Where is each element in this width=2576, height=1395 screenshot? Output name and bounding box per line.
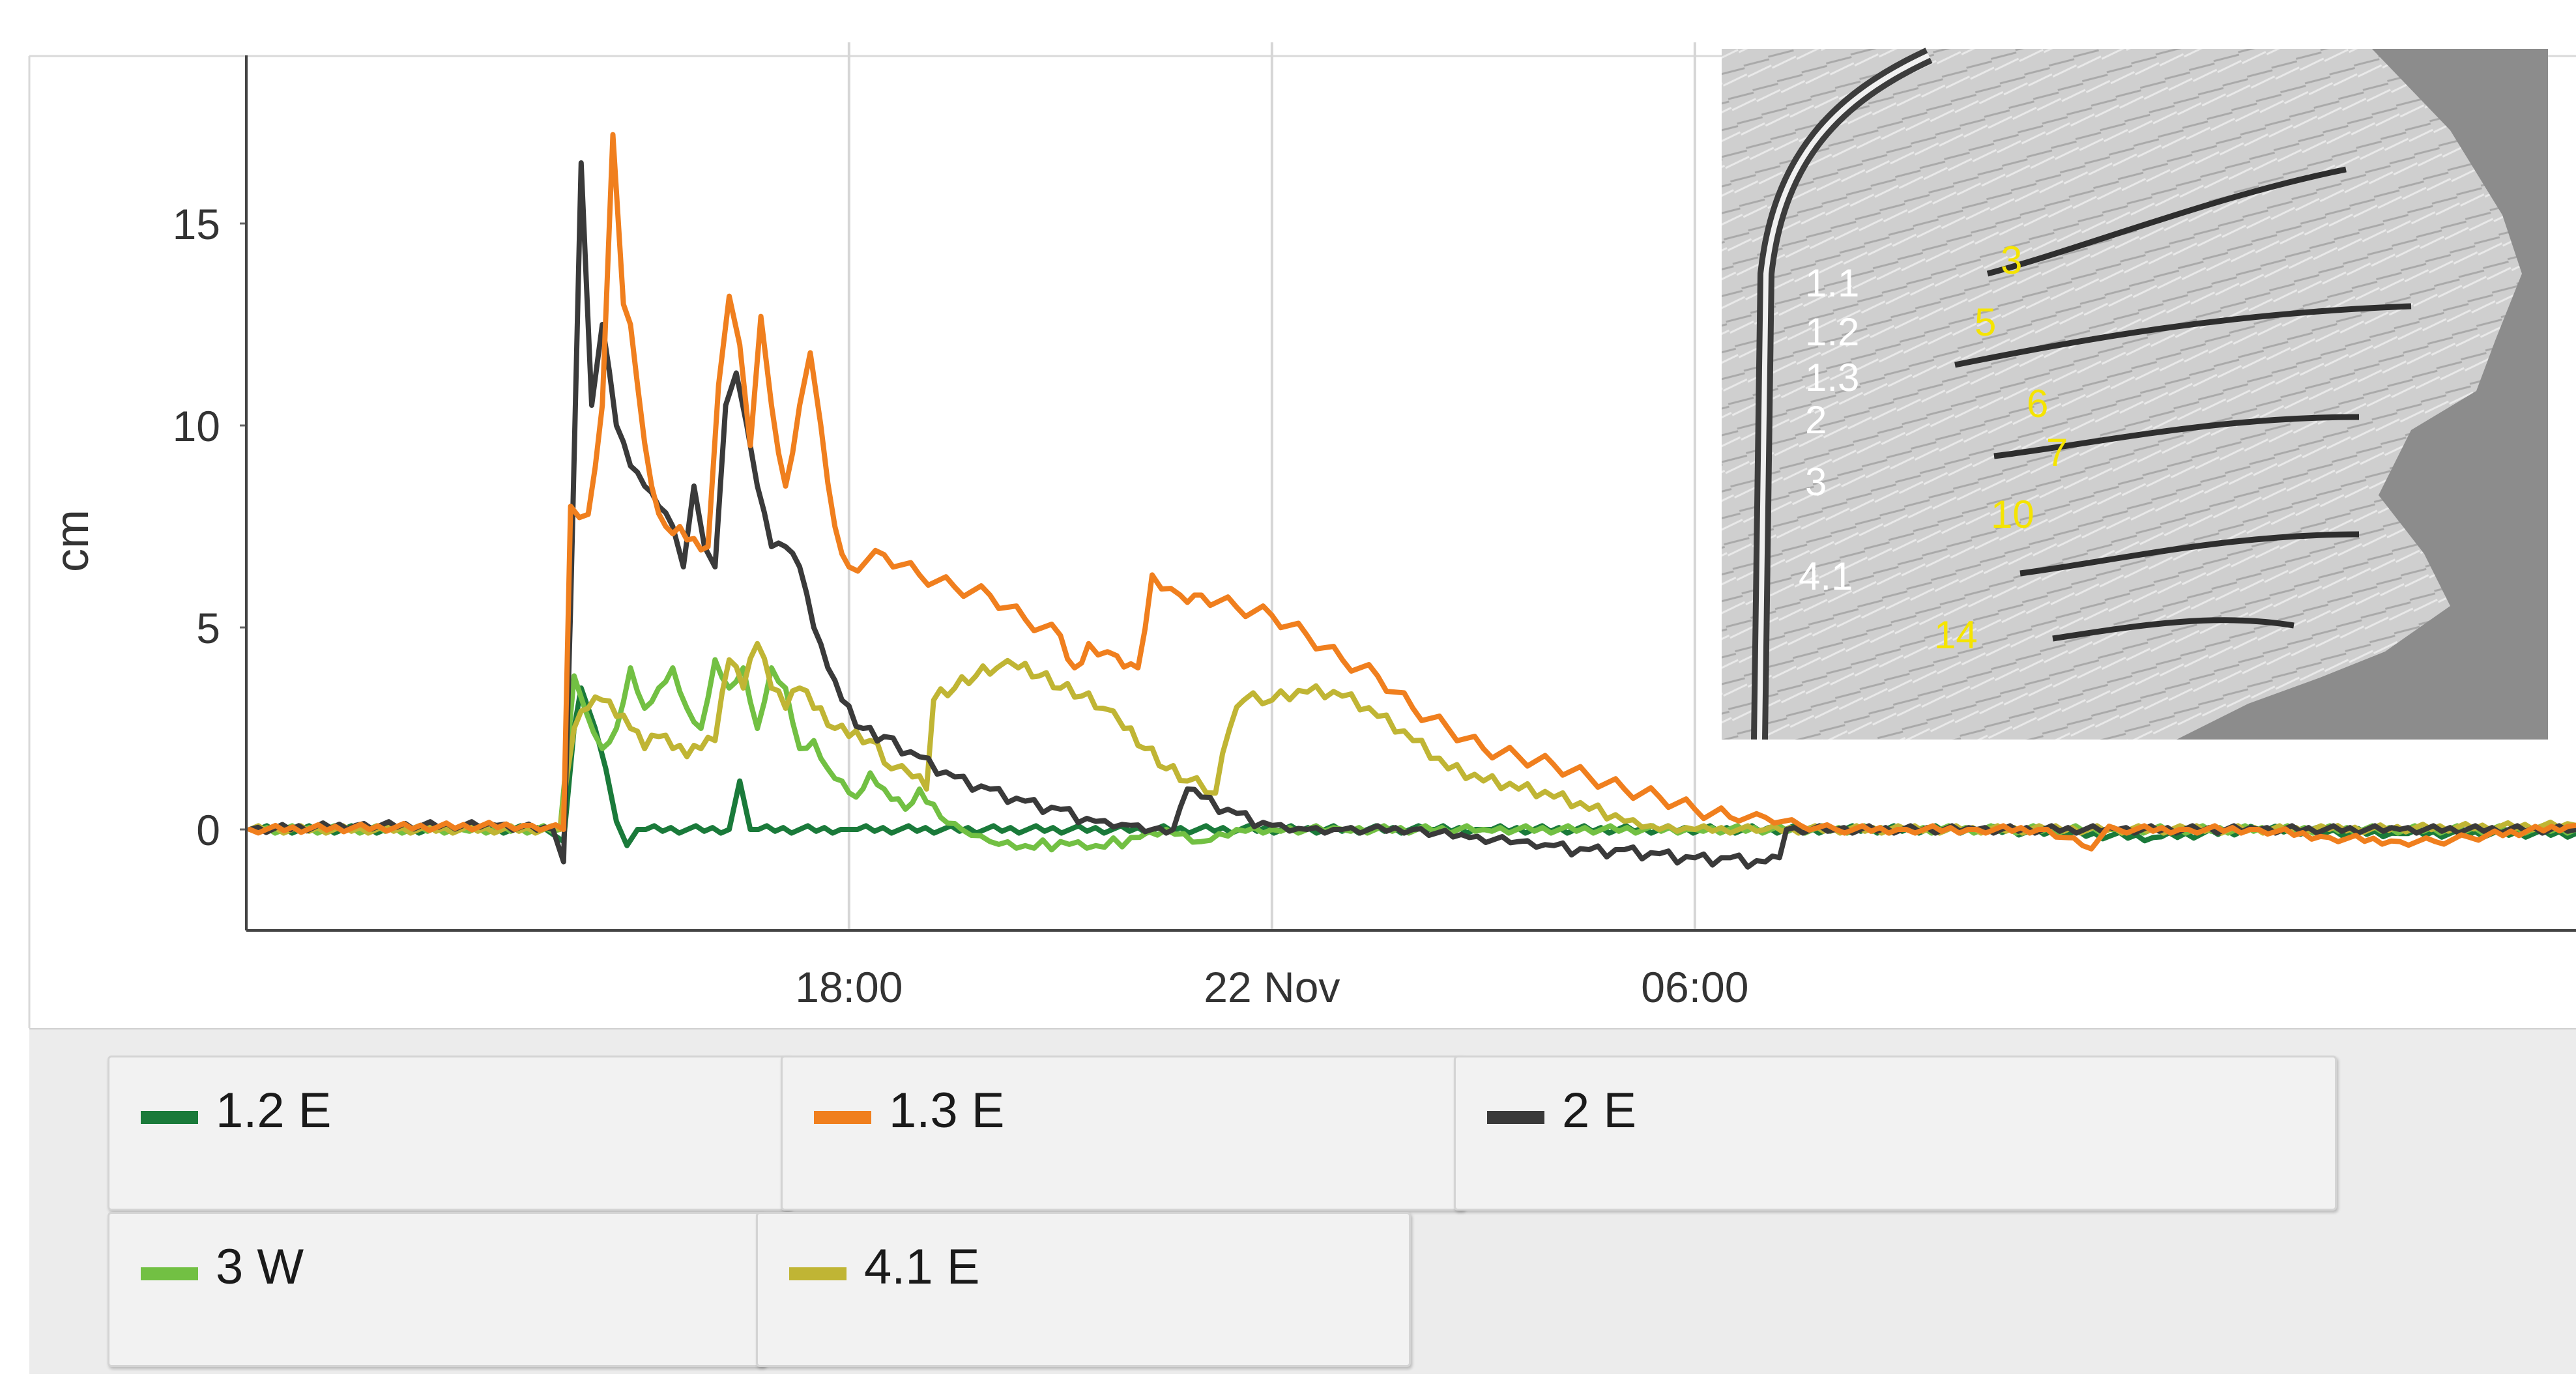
axis-layer: 18:00 22 Nov 06:00 0 5 10 15: [173, 55, 2576, 1011]
x-tick-label: 22 Nov: [1204, 963, 1340, 1011]
legend-label: 1.3 E: [889, 1083, 1005, 1138]
y-tick-label: 5: [196, 604, 220, 652]
series-line-4-1-e: [247, 640, 2576, 836]
legend-swatch: [141, 1267, 198, 1280]
map-section-label: 3: [1805, 460, 1827, 504]
x-tick-label: 18:00: [795, 963, 903, 1011]
legend-swatch: [789, 1267, 847, 1280]
map-gully-label: 7: [2046, 431, 2068, 474]
legend-item-3-w[interactable]: 3 W: [108, 1212, 766, 1367]
legend-swatch: [814, 1111, 871, 1124]
map-gully-label: 10: [1991, 493, 2034, 536]
series-line-1-3-e: [247, 132, 2576, 852]
map-gully-label: 3: [2001, 238, 2022, 282]
series-layer: [247, 132, 2576, 870]
legend-bottom-strip: [29, 1374, 2576, 1395]
legend-label: 4.1 E: [864, 1239, 980, 1295]
y-tick-label: 15: [173, 200, 220, 248]
legend: 1.2 E 1.3 E 2 E 3 W 4.1 E: [29, 1028, 2576, 1375]
legend-item-1-2-e[interactable]: 1.2 E: [108, 1056, 792, 1211]
map-road-edge: [1757, 53, 1930, 740]
map-section-label: 1.3: [1805, 356, 1859, 399]
map-section-label: 2: [1805, 398, 1827, 442]
map-section-label: 1.2: [1805, 310, 1859, 354]
map-terrain: [1722, 49, 2522, 740]
legend-label: 2 E: [1562, 1083, 1637, 1138]
legend-label: 1.2 E: [216, 1083, 332, 1138]
legend-item-1-3-e[interactable]: 1.3 E: [781, 1056, 1465, 1211]
map-gully-label: 14: [1934, 613, 1978, 657]
map-section-label: 1.1: [1805, 261, 1859, 305]
legend-swatch: [1487, 1111, 1544, 1124]
legend-item-4-1-e[interactable]: 4.1 E: [756, 1212, 1411, 1367]
legend-swatch: [141, 1111, 198, 1124]
map-gully-label: 6: [2027, 382, 2048, 425]
grid-layer: [847, 42, 1696, 930]
y-tick-label: 0: [196, 806, 220, 854]
y-tick-label: 10: [173, 402, 220, 450]
map-section-label: 4.1: [1799, 554, 1853, 598]
x-tick-label: 06:00: [1641, 963, 1748, 1011]
y-axis-label: cm: [46, 510, 98, 572]
legend-item-2-e[interactable]: 2 E: [1454, 1056, 2337, 1211]
map-ridges: [1954, 166, 2412, 642]
legend-label: 3 W: [216, 1239, 304, 1295]
map-gully-label: 5: [1975, 300, 1996, 344]
